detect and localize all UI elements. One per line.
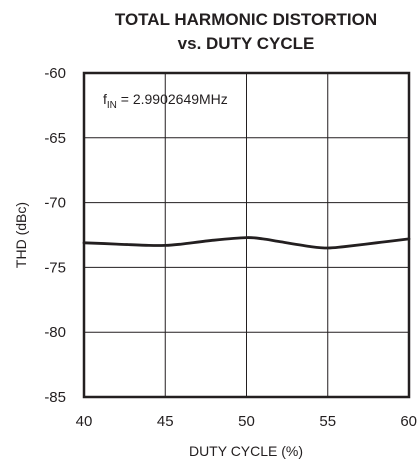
x-tick-label: 40 bbox=[76, 413, 93, 430]
thd-series-line bbox=[82, 236, 411, 250]
y-tick-label: -70 bbox=[44, 195, 66, 212]
y-tick-labels: -60 -65 -70 -75 -80 -85 bbox=[44, 65, 66, 406]
y-tick-label: -85 bbox=[44, 389, 66, 406]
x-tick-label: 45 bbox=[157, 413, 174, 430]
x-tick-labels: 40 45 50 55 60 bbox=[76, 413, 417, 430]
annotation-subscript: IN bbox=[107, 100, 117, 111]
plot-frame bbox=[82, 71, 411, 399]
chart-subtitle: vs. DUTY CYCLE bbox=[178, 34, 315, 53]
annotation-f: f bbox=[103, 91, 107, 107]
y-tick-label: -65 bbox=[44, 130, 66, 147]
frequency-annotation: fIN = 2.9902649MHz bbox=[103, 91, 228, 111]
y-axis-label: THD (dBc) bbox=[13, 202, 29, 268]
y-tick-label: -80 bbox=[44, 324, 66, 341]
x-tick-label: 55 bbox=[319, 413, 336, 430]
chart-title: TOTAL HARMONIC DISTORTION bbox=[115, 10, 377, 29]
y-tick-label: -60 bbox=[44, 65, 66, 82]
x-tick-label: 60 bbox=[400, 413, 417, 430]
x-tick-label: 50 bbox=[238, 413, 255, 430]
grid-lines bbox=[83, 72, 410, 398]
y-tick-label: -75 bbox=[44, 259, 66, 276]
annotation-value: = 2.9902649MHz bbox=[117, 91, 228, 107]
x-axis-label: DUTY CYCLE (%) bbox=[189, 443, 303, 459]
